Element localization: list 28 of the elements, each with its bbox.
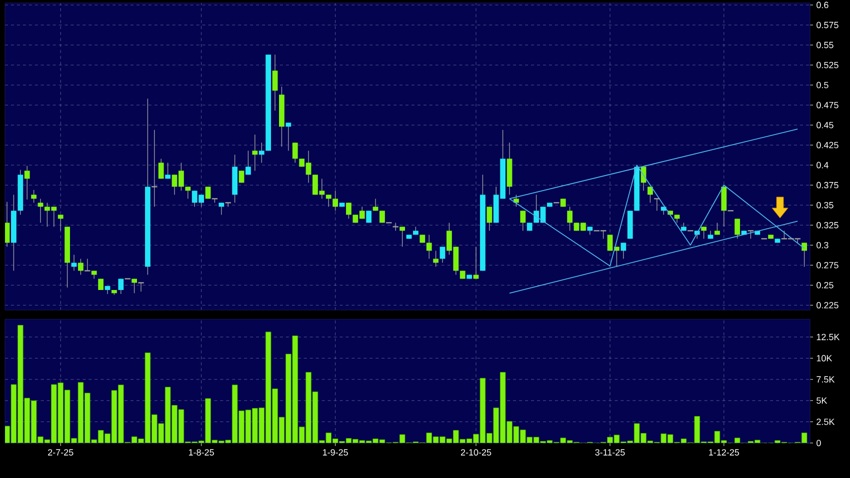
y-tick-label: 0.375 — [816, 182, 838, 188]
y-tick-label: 0.4 — [816, 162, 828, 168]
y-tick-label: 0.3 — [816, 242, 828, 248]
y-tick-label: 0 — [816, 440, 821, 446]
y-tick-label: 10K — [816, 355, 832, 362]
y-tick-label: 0.5 — [816, 82, 828, 88]
y-tick-label: 0.25 — [816, 282, 834, 288]
x-tick-label: 1-8-25 — [188, 449, 214, 456]
y-tick-label: 0.325 — [816, 222, 838, 228]
y-tick-label: 0.45 — [816, 122, 834, 128]
x-tick-label: 2-7-25 — [48, 449, 74, 456]
y-tick-label: 2.5K — [816, 418, 835, 425]
x-tick-label: 3-11-25 — [595, 449, 625, 456]
y-tick-label: 0.275 — [816, 262, 838, 268]
y-tick-label: 0.225 — [816, 302, 838, 308]
y-tick-label: 0.475 — [816, 102, 838, 108]
x-tick-label: 2-10-25 — [460, 449, 492, 456]
y-tick-label: 0.425 — [816, 142, 838, 148]
y-tick-label: 0.6 — [816, 2, 828, 8]
y-tick-label: 5K — [816, 397, 828, 404]
y-tick-label: 0.575 — [816, 22, 838, 28]
y-tick-label: 12.5K — [816, 334, 840, 340]
y-tick-label: 7.5K — [816, 376, 835, 383]
y-tick-label: 0.35 — [816, 202, 834, 208]
y-tick-label: 0.55 — [816, 42, 834, 48]
x-tick-label: 1-9-25 — [322, 449, 348, 456]
y-tick-label: 0.525 — [816, 62, 838, 68]
x-tick-label: 1-12-25 — [709, 449, 740, 456]
